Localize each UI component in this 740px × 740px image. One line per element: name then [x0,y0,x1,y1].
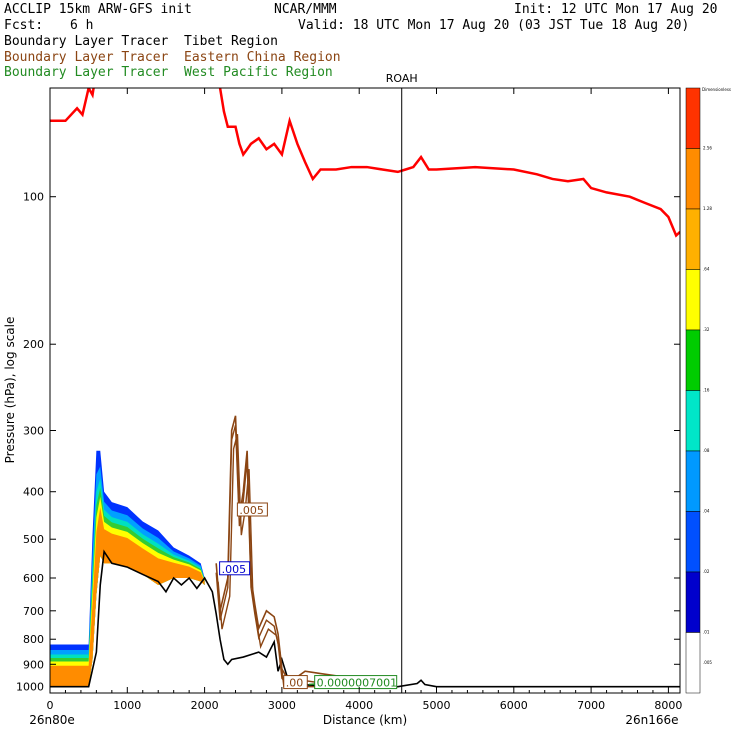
colorbar-swatch-1 [685,148,701,210]
x-tick-label-4: 4000 [345,699,373,712]
colorbar-swatch-9 [685,632,701,694]
org-label: NCAR/MMM [274,2,337,17]
legend-tibet: Boundary Layer Tracer Tibet Region [4,34,278,49]
y-tick-label-7: 800 [23,633,44,646]
colorbar-level-0: 2.56 [703,146,712,151]
contour-label-3: 0.0000007001 [317,677,397,690]
colorbar-swatch-5 [685,390,701,452]
colorbar-swatch-7 [685,511,701,573]
colorbar-swatch-2 [685,208,701,270]
tracer-fill-layer-5 [50,507,205,687]
y-axis-label: Pressure (hPa), log scale [3,317,17,464]
contour-label-box-1 [219,561,251,576]
x-tick-label-1: 1000 [113,699,141,712]
contour-label-box-0 [236,502,268,517]
contour-label-box-2 [283,675,308,690]
y-tick-label-5: 600 [23,572,44,585]
contour-label-2: .00 [286,677,304,690]
colorbar-swatch-6 [685,450,701,512]
x-tick-label-3: 3000 [268,699,296,712]
plot-area [50,88,680,693]
start-location-label: 26n80e [29,713,75,727]
x-tick-label-7: 7000 [577,699,605,712]
x-tick-label-5: 5000 [423,699,451,712]
x-tick-label-0: 0 [47,699,54,712]
end-location-label: 26n166e [625,713,678,727]
plot-frame [49,87,681,694]
x-tick-label-8: 8000 [654,699,682,712]
legend-west-pacific: Boundary Layer Tracer West Pacific Regio… [4,65,333,80]
x-tick-label-6: 6000 [500,699,528,712]
y-tick-label-9: 1000 [16,681,44,694]
colorbar-title: Dimensionless [702,87,731,92]
valid-time: Valid: 18 UTC Mon 17 Aug 20 (03 JST Tue … [298,18,690,33]
colorbar-swatch-3 [685,269,701,331]
y-tick-label-1: 200 [23,338,44,351]
y-tick-label-2: 300 [23,424,44,437]
y-tick-label-0: 100 [23,191,44,204]
x-axis-label: Distance (km) [323,713,407,727]
contour-label-1: .005 [222,563,247,576]
eastern-china-contour-1 [217,433,362,688]
fcst-value: 6 h [70,18,94,33]
colorbar: 2.56 1.28 .64 .32 .16 .08 .04 .02 .01 .005 Dimensi… [685,87,731,694]
colorbar-level-1: 1.28 [703,206,712,211]
colorbar-swatch-4 [685,329,701,391]
eastern-china-contour-0 [215,425,360,688]
model-title: ACCLIP 15km ARW-GFS init [4,2,192,17]
y-tick-label-4: 500 [23,533,44,546]
colorbar-level-3: .32 [703,327,710,332]
contour-label-box-3 [314,675,398,690]
colorbar-level-5: .08 [703,448,710,453]
colorbar-level-4: .16 [703,388,710,393]
colorbar-level-8: .01 [703,630,710,635]
y-tick-label-6: 700 [23,605,44,618]
series-line-2 [215,415,360,684]
colorbar-level-9: .005 [703,660,712,665]
series-line-1 [50,549,680,688]
fcst-label: Fcst: [4,18,44,33]
contour-label-0: .005 [239,504,264,517]
y-tick-label-8: 900 [23,658,44,671]
x-tick-label-2: 2000 [191,699,219,712]
legend-eastern-china: Boundary Layer Tracer Eastern China Regi… [4,50,341,65]
colorbar-swatch-0 [685,87,701,149]
colorbar-level-2: .64 [703,267,710,272]
y-tick-label-3: 400 [23,486,44,499]
init-time: Init: 12 UTC Mon 17 Aug 20 [514,2,718,17]
series-line-0 [50,88,680,238]
colorbar-level-7: .02 [703,569,710,574]
colorbar-level-6: .04 [703,509,710,514]
colorbar-swatch-8 [685,571,701,633]
roah-marker-label: ROAH [386,72,418,85]
